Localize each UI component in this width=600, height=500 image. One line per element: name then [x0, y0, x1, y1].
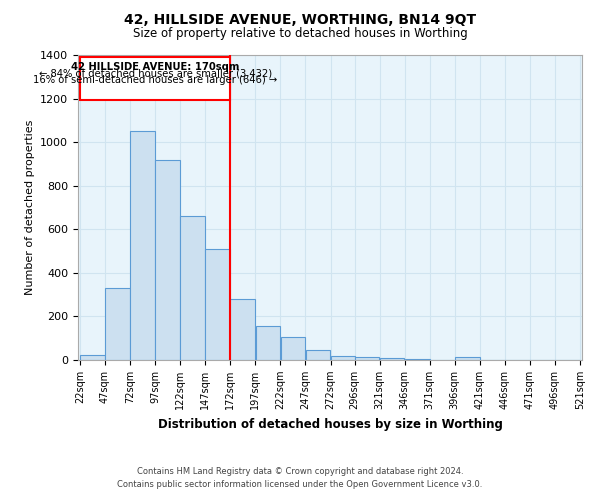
- Text: 16% of semi-detached houses are larger (646) →: 16% of semi-detached houses are larger (…: [33, 75, 277, 85]
- Y-axis label: Number of detached properties: Number of detached properties: [25, 120, 35, 295]
- Text: Size of property relative to detached houses in Worthing: Size of property relative to detached ho…: [133, 28, 467, 40]
- Text: Contains HM Land Registry data © Crown copyright and database right 2024.
Contai: Contains HM Land Registry data © Crown c…: [118, 468, 482, 489]
- Bar: [80, 354, 105, 360]
- X-axis label: Distribution of detached houses by size in Worthing: Distribution of detached houses by size …: [158, 418, 502, 430]
- Bar: [105, 288, 130, 360]
- Bar: [331, 356, 355, 360]
- Bar: [80, 57, 230, 100]
- Bar: [355, 356, 379, 360]
- Bar: [380, 358, 404, 360]
- Text: 42, HILLSIDE AVENUE, WORTHING, BN14 9QT: 42, HILLSIDE AVENUE, WORTHING, BN14 9QT: [124, 12, 476, 26]
- Bar: [181, 216, 205, 360]
- Bar: [405, 359, 430, 360]
- Bar: [305, 350, 331, 360]
- Bar: [256, 326, 280, 360]
- Bar: [230, 299, 255, 360]
- Bar: [205, 249, 230, 360]
- Bar: [455, 356, 479, 360]
- Text: ← 84% of detached houses are smaller (3,432): ← 84% of detached houses are smaller (3,…: [38, 68, 272, 78]
- Bar: [155, 160, 180, 360]
- Bar: [130, 131, 155, 360]
- Bar: [281, 337, 305, 360]
- Text: 42 HILLSIDE AVENUE: 170sqm: 42 HILLSIDE AVENUE: 170sqm: [71, 62, 239, 72]
